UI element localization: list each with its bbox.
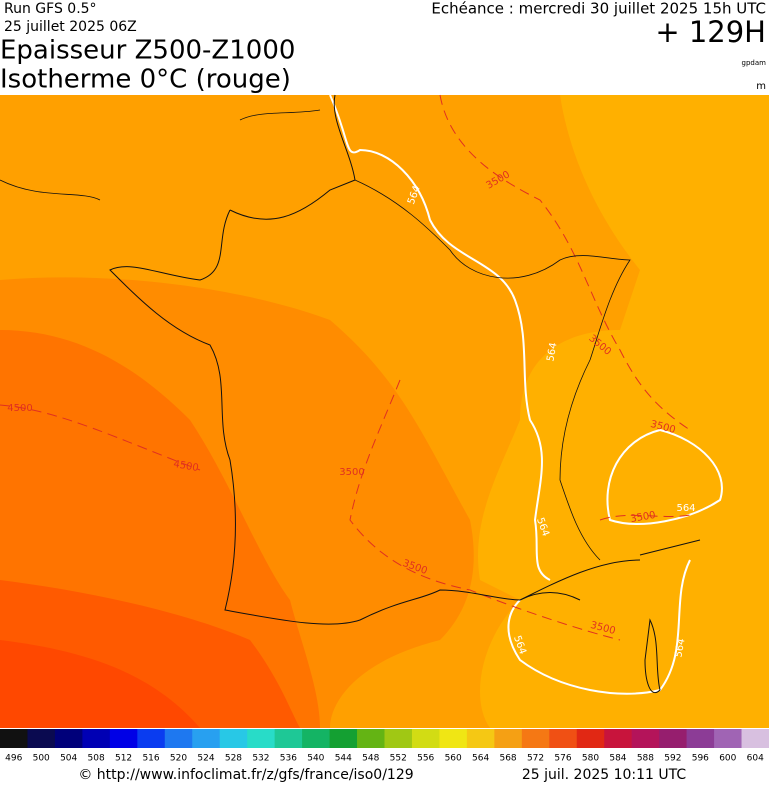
colorbar-label: 508 xyxy=(88,754,105,764)
valid-time: Echéance : mercredi 30 juillet 2025 15h … xyxy=(431,0,766,18)
unit-iso: m xyxy=(756,81,766,92)
colorbar-label: 584 xyxy=(609,754,626,764)
colorbar-label: 576 xyxy=(554,754,571,764)
colorbar-label: 520 xyxy=(170,754,187,764)
colorbar-swatch xyxy=(384,729,413,748)
lead-time: + 129H xyxy=(655,15,766,49)
colorbar-label: 516 xyxy=(142,754,159,764)
colorbar-label: 600 xyxy=(719,754,736,764)
colorbar-swatch xyxy=(302,729,331,748)
colorbar-label: 560 xyxy=(445,754,462,764)
unit-thickness: gpdam xyxy=(742,59,767,67)
colorbar-swatch xyxy=(137,729,166,748)
run-date: 25 juillet 2025 06Z xyxy=(4,19,137,35)
colorbar-label: 504 xyxy=(60,754,77,764)
colorbar-label: 524 xyxy=(197,754,214,764)
colorbar-swatch xyxy=(164,729,193,748)
colorbar-label: 568 xyxy=(499,754,516,764)
border xyxy=(0,109,631,561)
colorbar-swatch xyxy=(109,729,138,748)
colorbar-label: 572 xyxy=(527,754,544,764)
contour-label: 564 xyxy=(545,342,559,363)
colorbar-swatch xyxy=(274,729,303,748)
colorbar-swatch xyxy=(494,729,523,748)
colorbar-swatch xyxy=(27,729,56,748)
colorbar-label: 556 xyxy=(417,754,434,764)
colorbar: 496 500 504 508 512 516 520 524 528 532 536 540 544 5… xyxy=(0,729,769,764)
coastline xyxy=(109,94,701,693)
contour-label: 4500 xyxy=(172,459,199,474)
colorbar-label: 512 xyxy=(115,754,132,764)
colorbar-swatch xyxy=(82,729,111,748)
colorbar-swatch xyxy=(54,729,83,748)
contour-564 xyxy=(329,94,723,695)
colorbar-swatch xyxy=(604,729,633,748)
contour-label: 3500 xyxy=(339,467,364,478)
title-line2: Isotherme 0°C (rouge) xyxy=(0,65,291,95)
colorbar-label: 552 xyxy=(390,754,407,764)
colorbar-label: 528 xyxy=(225,754,242,764)
contour-label: 564 xyxy=(676,503,695,514)
colorbar-label: 592 xyxy=(664,754,681,764)
colorbar-swatch xyxy=(357,729,385,748)
contour-iso0 xyxy=(0,94,691,641)
colorbar-label: 532 xyxy=(252,754,269,764)
colorbar-swatch xyxy=(521,729,550,748)
footer-date: 25 juil. 2025 10:11 UTC xyxy=(522,767,687,783)
colorbar-swatch xyxy=(192,729,221,748)
footer-url: © http://www.infoclimat.fr/z/gfs/france/… xyxy=(78,767,413,783)
colorbar-label: 564 xyxy=(472,754,489,764)
colorbar-swatch xyxy=(659,729,688,748)
colorbar-label: 540 xyxy=(307,754,324,764)
colorbar-label: 588 xyxy=(637,754,654,764)
colorbar-swatch xyxy=(686,729,715,748)
colorbar-swatch xyxy=(466,729,495,748)
colorbar-swatch xyxy=(631,729,660,748)
run-label: Run GFS 0.5° xyxy=(4,1,97,17)
colorbar-label: 500 xyxy=(33,754,50,764)
colorbar-swatch xyxy=(549,729,578,748)
field-band xyxy=(0,640,200,728)
colorbar-swatch xyxy=(219,729,248,748)
colorbar-swatch xyxy=(247,729,276,748)
title-line1: Epaisseur Z500-Z1000 xyxy=(0,36,295,66)
colorbar-swatch xyxy=(439,729,468,748)
colorbar-swatch xyxy=(0,729,28,748)
contour-label: 564 xyxy=(673,638,687,659)
colorbar-swatch xyxy=(329,729,358,748)
colorbar-swatch xyxy=(576,729,605,748)
colorbar-label: 548 xyxy=(362,754,379,764)
colorbar-label: 604 xyxy=(747,754,764,764)
contour-label: 3500 xyxy=(630,510,657,525)
colorbar-label: 596 xyxy=(692,754,709,764)
colorbar-swatch xyxy=(411,729,440,748)
colorbar-label: 536 xyxy=(280,754,297,764)
colorbar-swatch xyxy=(714,729,743,748)
colorbar-label: 580 xyxy=(582,754,599,764)
colorbar-label: 544 xyxy=(335,754,352,764)
contour-label: 4500 xyxy=(7,403,32,414)
colorbar-label: 496 xyxy=(5,754,22,764)
colorbar-swatch xyxy=(741,729,769,748)
